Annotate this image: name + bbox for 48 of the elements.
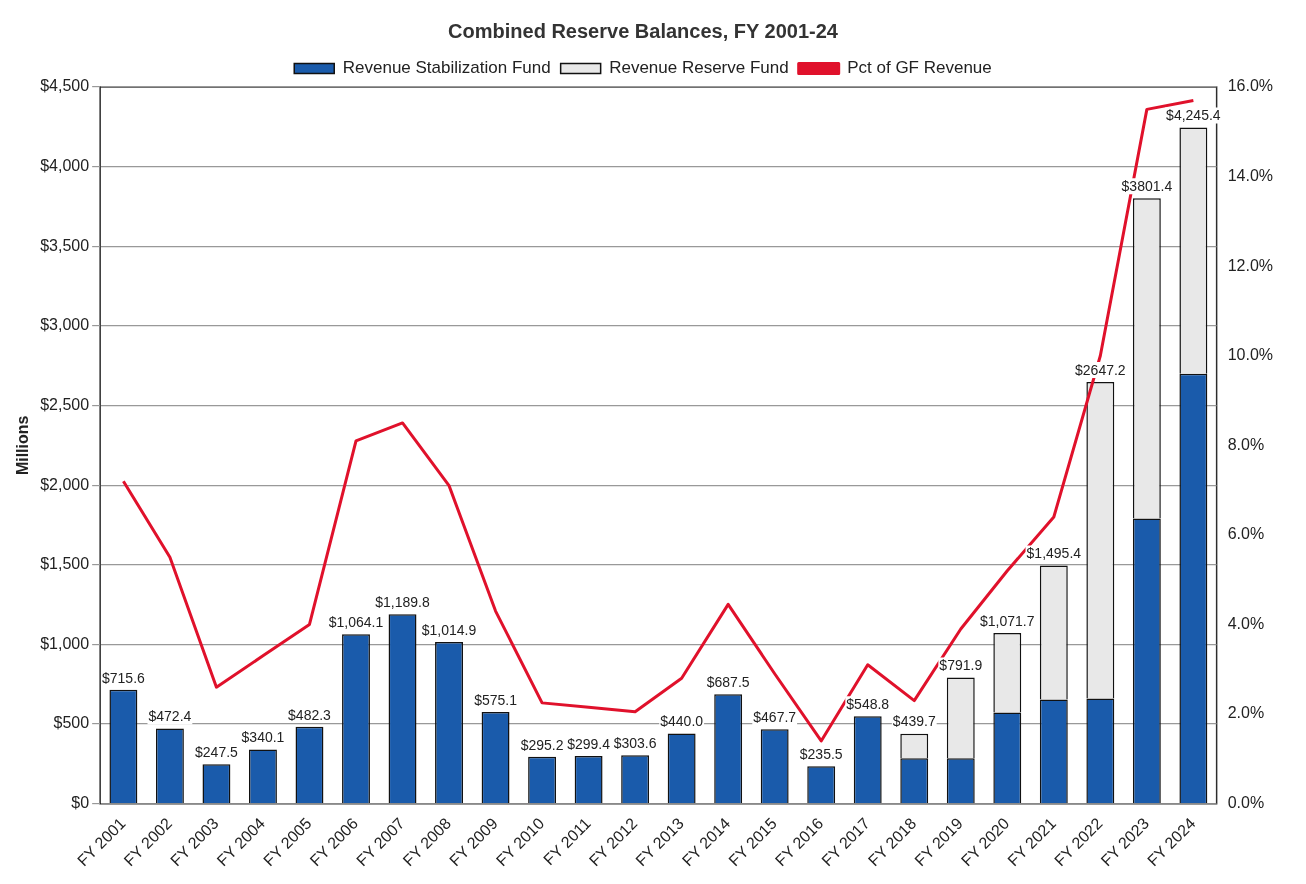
total-label: $715.6 — [101, 669, 146, 686]
y2-tick-label: 10.0% — [1227, 346, 1274, 364]
total-label: $340.1 — [241, 729, 285, 746]
y2-tick-label: 14.0% — [1227, 166, 1274, 184]
total-label: $1,189.8 — [375, 594, 430, 611]
total-label: $303.6 — [613, 735, 657, 752]
total-label: $687.5 — [706, 674, 750, 691]
chart-title: Combined Reserve Balances, FY 2001-24 — [448, 19, 839, 42]
legend-label: Revenue Reserve Fund — [609, 58, 789, 78]
y2-tick-label: 6.0% — [1227, 525, 1265, 543]
y-tick-label: $1,000 — [40, 634, 90, 652]
total-label: $295.2 — [520, 736, 564, 753]
total-label: $2647.2 — [1075, 361, 1126, 378]
total-label: $1,014.9 — [421, 621, 477, 638]
y-tick-label: $2,000 — [40, 475, 90, 493]
y-tick-label: $4,500 — [40, 77, 90, 95]
y-tick-label: $3,000 — [40, 316, 90, 334]
total-label: $440.0 — [660, 713, 704, 730]
y-tick-label: $1,500 — [40, 555, 90, 573]
y-tick-label: $4,000 — [40, 157, 90, 175]
legend-label: Pct of GF Revenue — [847, 58, 992, 78]
total-label: $247.5 — [195, 744, 239, 761]
total-label: $299.4 — [567, 735, 611, 752]
total-label: $1,064.1 — [328, 614, 384, 631]
total-label: $3801.4 — [1121, 178, 1173, 195]
total-label: $482.3 — [288, 706, 332, 723]
y-tick-label: $500 — [53, 714, 90, 732]
y2-tick-label: 0.0% — [1227, 794, 1265, 812]
total-label: $1,071.7 — [980, 612, 1035, 629]
y-tick-label: $2,500 — [40, 395, 90, 413]
total-label: $439.7 — [892, 713, 936, 730]
y-axis-title: Millions — [14, 415, 32, 476]
total-label: $467.7 — [753, 709, 797, 726]
total-label: $472.4 — [148, 708, 192, 725]
total-label: $235.5 — [799, 746, 843, 763]
y2-tick-label: 8.0% — [1227, 435, 1265, 453]
total-label: $1,495.4 — [1026, 545, 1082, 562]
y2-tick-label: 16.0% — [1227, 77, 1274, 95]
total-label: $791.9 — [939, 657, 983, 674]
legend-label: Revenue Stabilization Fund — [342, 58, 551, 78]
y-tick-label: $0 — [71, 794, 90, 812]
total-label: $4,245.4 — [1166, 107, 1221, 124]
y2-tick-label: 12.0% — [1227, 256, 1274, 274]
total-label: $548.8 — [846, 696, 890, 713]
y2-tick-label: 2.0% — [1227, 704, 1265, 722]
y-tick-label: $3,500 — [40, 236, 90, 254]
total-label: $575.1 — [474, 691, 518, 708]
y2-tick-label: 4.0% — [1227, 614, 1265, 632]
